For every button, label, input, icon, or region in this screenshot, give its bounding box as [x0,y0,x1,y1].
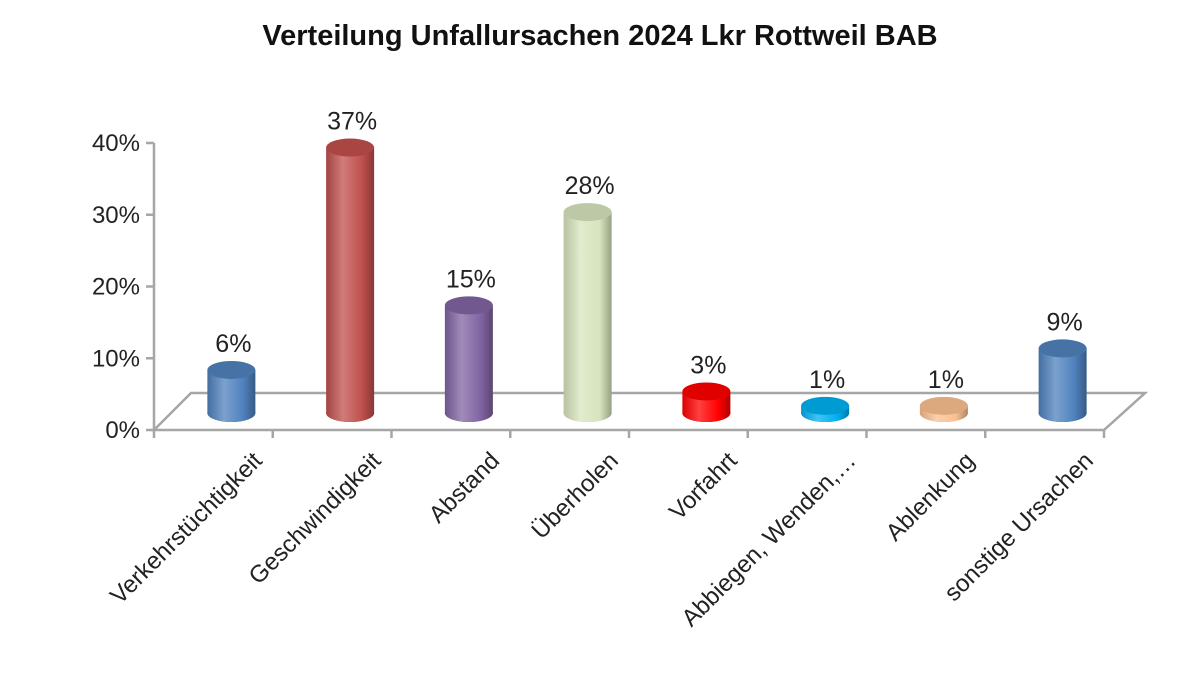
chart-axes: 0% 10% 20% 30% 40% [92,130,1149,444]
data-label: 3% [690,351,726,379]
y-tick-label: 20% [92,274,140,301]
bar-body [444,305,493,422]
bar [444,296,493,422]
data-label: 1% [928,366,964,394]
y-tick-label: 40% [92,130,140,157]
bar-top [682,382,731,401]
bar-body [1038,348,1087,422]
bar [682,382,731,422]
bar-top [1038,339,1087,358]
bar [801,396,850,422]
bar-top [444,296,493,315]
x-tick-label: Überholen [526,447,623,544]
bar [1038,339,1087,422]
bar-top [563,203,612,222]
bar [326,138,375,422]
bar [919,396,968,422]
data-label: 37% [327,108,377,136]
bar [563,203,612,422]
chart-title: Verteilung Unfallursachen 2024 Lkr Rottw… [262,20,938,52]
x-tick-label: Vorfahrt [664,447,743,526]
y-tick-label: 10% [92,345,140,372]
data-label: 9% [1047,308,1083,336]
x-tick-label: Ablenkung [881,447,980,546]
data-label: 28% [565,172,615,200]
data-label: 6% [215,330,251,358]
data-label: 15% [446,265,496,293]
x-tick-label: Verkehrstüchtigkeit [105,447,268,610]
bar-top [801,396,850,415]
y-tick-label: 0% [105,417,140,444]
chart-floor [150,391,1149,432]
bar-body [326,147,375,422]
bar [207,360,256,422]
bar-body [563,212,612,422]
y-tick-label: 30% [92,202,140,229]
data-label: 1% [809,366,845,394]
bar-top [326,138,375,157]
chart-bars [207,138,1087,422]
bar-body [207,369,256,422]
x-tick-label: Abstand [424,447,505,528]
bar-top [919,396,968,415]
bar-top [207,360,256,379]
